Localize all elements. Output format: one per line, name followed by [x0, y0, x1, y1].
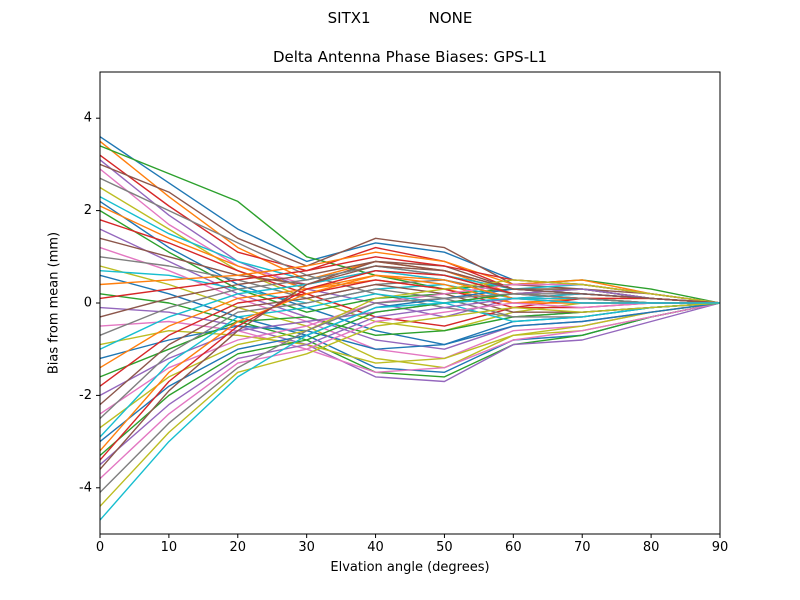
x-tick-label: 40	[367, 540, 384, 555]
series-line	[99, 265, 721, 470]
x-axis-label: Elvation angle (degrees)	[330, 560, 490, 575]
x-tick-label: 20	[230, 540, 247, 555]
x-tick-label: 70	[574, 540, 591, 555]
x-tick-label: 90	[712, 540, 729, 555]
antenna-type: NONE	[428, 9, 473, 27]
series-line	[99, 302, 720, 480]
x-tick-label: 80	[643, 540, 660, 555]
y-axis-label: Bias from mean (mm)	[46, 231, 62, 375]
figure-suptitle: SITX1 NONE	[0, 9, 800, 27]
chart-title: Delta Antenna Phase Biases: GPS-L1	[272, 48, 548, 66]
series-line	[99, 293, 720, 493]
x-tick-label: 50	[436, 540, 453, 555]
x-tick-label: 10	[161, 540, 178, 555]
x-tick-label: 60	[505, 540, 522, 555]
x-tick-label: 30	[298, 540, 315, 555]
series-line	[99, 251, 721, 304]
y-tick-label: 4	[84, 111, 92, 126]
series-line	[99, 302, 721, 507]
y-tick-label: -2	[79, 388, 92, 403]
y-tick-label: 2	[84, 203, 92, 218]
series-line	[99, 293, 721, 438]
series-line	[99, 270, 721, 461]
station-id: SITX1	[327, 9, 371, 27]
series-line	[99, 163, 721, 304]
y-tick-label: 0	[84, 296, 92, 311]
x-tick-label: 0	[96, 540, 104, 555]
series-line	[99, 297, 720, 521]
y-tick-label: -4	[79, 480, 92, 495]
